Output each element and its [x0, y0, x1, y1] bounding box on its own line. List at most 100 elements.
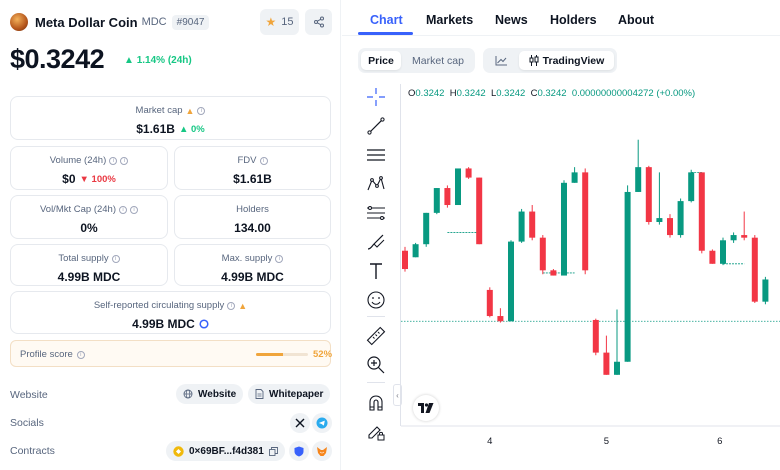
candle-body	[698, 172, 705, 251]
contract-address: 0×69BF...f4d381	[189, 445, 264, 457]
share-button[interactable]	[305, 9, 332, 35]
info-icon[interactable]: i	[109, 156, 118, 165]
contract-address-button[interactable]: 0×69BF...f4d381	[166, 441, 285, 461]
ohlc-high-label: H	[449, 88, 457, 99]
price-mode-button[interactable]: Price	[361, 51, 401, 70]
candle	[465, 167, 472, 179]
zoom-in-icon[interactable]	[359, 354, 393, 376]
tradingview-label: TradingView	[542, 54, 605, 67]
chart-panel: Chart Markets News Holders About Price M…	[342, 0, 780, 470]
brush-icon[interactable]	[359, 231, 393, 253]
candlestick-chart[interactable]: 4 5 6	[401, 84, 780, 454]
document-icon	[255, 389, 264, 399]
whitepaper-button[interactable]: Whitepaper	[248, 384, 331, 404]
tab-markets[interactable]: Markets	[426, 13, 474, 27]
candle-body	[603, 352, 610, 375]
profile-score-label: Profile score	[20, 349, 73, 360]
candle	[614, 309, 620, 375]
pattern-icon[interactable]	[359, 173, 393, 195]
vol-mkt-cap-value: 0%	[80, 221, 98, 235]
market-cap-change-value: 0%	[191, 123, 205, 135]
candle	[582, 168, 589, 275]
crosshair-icon[interactable]	[359, 86, 393, 108]
toolbar-collapse-button[interactable]: ‹	[393, 384, 402, 406]
candle-body	[645, 167, 652, 222]
candle-body	[730, 235, 737, 241]
candles-icon	[529, 55, 539, 66]
market-cap-mode-button[interactable]: Market cap	[412, 54, 464, 67]
plot-left-border	[400, 84, 401, 426]
star-icon: ★	[265, 15, 277, 29]
candle	[624, 185, 631, 362]
candle	[529, 205, 536, 241]
candle	[645, 165, 652, 225]
line-chart-button[interactable]	[486, 51, 516, 70]
website-button[interactable]: Website	[176, 384, 244, 404]
candle	[603, 335, 610, 375]
info-icon[interactable]: i	[227, 301, 236, 310]
info-icon[interactable]: i	[111, 254, 120, 263]
watchlist-button[interactable]: ★ 15	[260, 9, 299, 35]
candle-body	[592, 319, 599, 353]
globe-icon	[183, 389, 193, 399]
tradingview-logo-icon[interactable]	[413, 395, 439, 421]
candle-body	[412, 244, 419, 258]
ohlc-change: 0.00000000004272 (+0.00%)	[571, 88, 696, 99]
candle-body	[486, 289, 493, 317]
info-icon[interactable]: i	[259, 156, 268, 165]
candle-body	[688, 172, 695, 202]
copy-icon[interactable]	[268, 446, 278, 456]
horizontal-lines-icon[interactable]	[359, 144, 393, 166]
emoji-icon[interactable]	[359, 289, 393, 311]
progress-ring-icon	[199, 319, 209, 329]
text-icon[interactable]	[359, 260, 393, 282]
candle-body	[667, 218, 673, 236]
tab-news[interactable]: News	[495, 13, 528, 27]
fib-icon[interactable]	[359, 202, 393, 224]
total-supply-value: 4.99B MDC	[57, 270, 121, 284]
info-icon[interactable]: i	[120, 156, 129, 165]
magnet-icon[interactable]	[359, 392, 393, 414]
vol-mkt-cap-card: Vol/Mkt Cap (24h) i i 0%	[10, 195, 168, 239]
tradingview-button[interactable]: TradingView	[519, 51, 614, 70]
trend-line-icon[interactable]	[359, 115, 393, 137]
ohlc-open: 0.3242	[415, 88, 445, 99]
candle	[571, 167, 578, 183]
ohlc-low: 0.3242	[496, 88, 526, 99]
profile-score-value: 52%	[313, 349, 333, 360]
telegram-social-button[interactable]	[312, 413, 332, 433]
candle	[455, 168, 461, 206]
metamask-button[interactable]	[312, 441, 332, 461]
candle	[412, 242, 419, 258]
x-social-button[interactable]	[290, 413, 310, 433]
candle	[762, 276, 769, 305]
info-icon[interactable]: i	[275, 254, 284, 263]
total-supply-card: Total supply i 4.99B MDC	[10, 244, 168, 286]
candle-body	[741, 235, 748, 238]
candle-body	[476, 177, 483, 245]
tab-holders[interactable]: Holders	[550, 13, 597, 27]
security-button[interactable]	[289, 441, 309, 461]
info-icon[interactable]: i	[76, 350, 85, 359]
candle	[730, 232, 737, 243]
candle-body	[656, 218, 663, 222]
tab-about[interactable]: About	[618, 13, 655, 27]
info-icon[interactable]: i	[130, 205, 139, 214]
candle	[476, 177, 483, 245]
warning-icon: ▲	[238, 300, 248, 311]
tab-chart[interactable]: Chart	[370, 13, 403, 27]
candle-body	[497, 316, 504, 322]
info-icon[interactable]: i	[119, 205, 128, 214]
circulating-supply-label: Self-reported circulating supply	[93, 300, 225, 311]
lock-draw-icon[interactable]	[359, 421, 393, 443]
info-icon[interactable]: i	[197, 106, 206, 115]
candle-body	[550, 270, 557, 276]
volume-change-value: 100%	[91, 173, 116, 185]
profile-score-fill	[256, 353, 284, 356]
socials-label: Socials	[10, 417, 44, 429]
x-icon	[295, 418, 305, 428]
rank-badge: #9047	[171, 14, 210, 30]
ruler-icon[interactable]	[359, 325, 393, 347]
contracts-label: Contracts	[10, 445, 55, 457]
candle-body	[465, 168, 472, 178]
